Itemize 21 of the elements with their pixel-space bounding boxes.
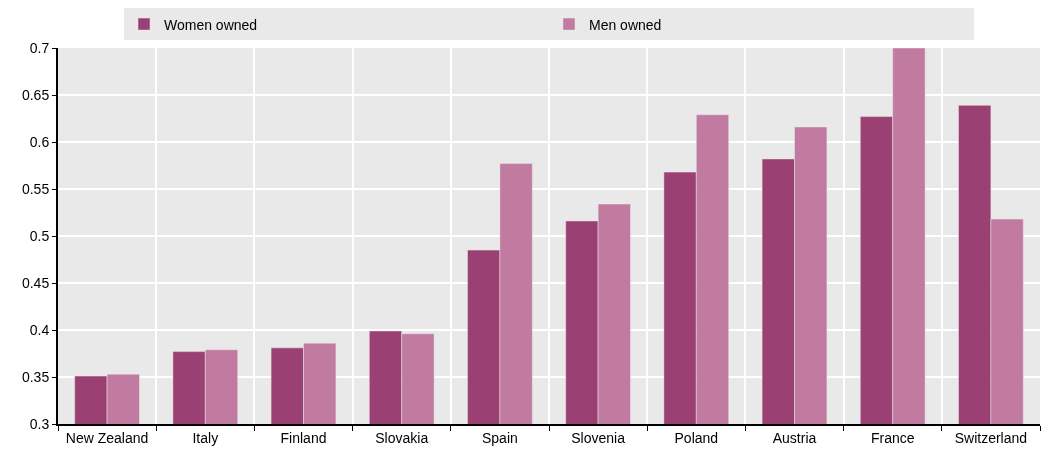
- y-tick-label: 0.55: [21, 180, 50, 197]
- x-tick-label: Austria: [772, 429, 817, 446]
- x-tick-label: New Zealand: [65, 429, 149, 446]
- x-tick-label: Finland: [280, 429, 327, 446]
- y-tick-label: 0.65: [21, 86, 50, 103]
- y-tick-label: 0.5: [29, 227, 50, 244]
- x-tick-label: Spain: [481, 429, 518, 446]
- x-tick-label: France: [870, 429, 915, 446]
- legend-label: Women owned: [164, 16, 258, 33]
- y-tick-label: 0.45: [21, 274, 50, 291]
- legend-label: Men owned: [589, 16, 662, 33]
- x-tick-label: Slovakia: [375, 429, 429, 446]
- y-tick-label: 0.7: [29, 39, 50, 56]
- x-tick-label: Switzerland: [954, 429, 1028, 446]
- y-tick-label: 0.4: [29, 321, 50, 338]
- y-tick-label: 0.35: [21, 368, 50, 385]
- x-tick-label: Slovenia: [571, 429, 626, 446]
- x-tick-label: Italy: [192, 429, 219, 446]
- y-tick-label: 0.6: [29, 133, 50, 150]
- y-tick-label: 0.3: [29, 415, 50, 432]
- x-tick-label: Poland: [674, 429, 719, 446]
